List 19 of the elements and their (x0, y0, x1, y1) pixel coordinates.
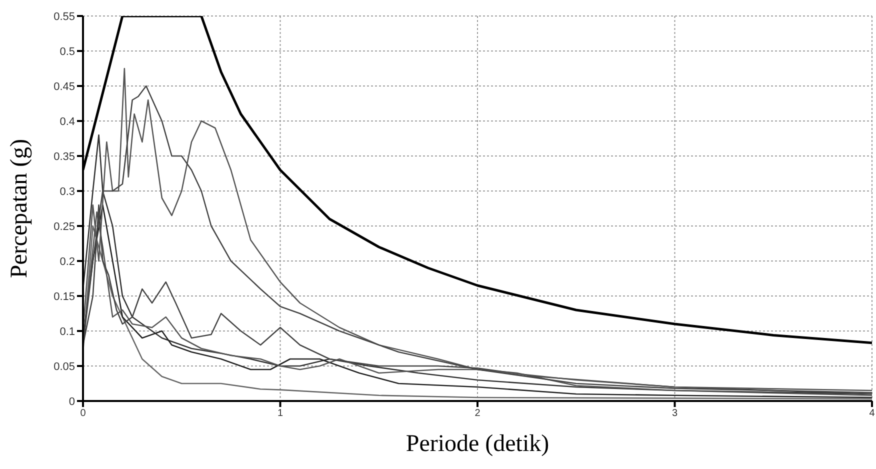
x-tick-label: 4 (869, 408, 876, 420)
y-tick-label: 0.15 (54, 290, 75, 303)
x-tick-label: 0 (80, 408, 86, 420)
y-tick-label: 0.05 (54, 360, 75, 373)
y-tick-label: 0.25 (54, 220, 75, 233)
y-tick-label: 0 (68, 396, 75, 408)
x-tick-label: 3 (672, 408, 678, 420)
x-tick-label: 1 (277, 408, 284, 420)
y-axis-title: Percepatan (g) (6, 138, 33, 278)
y-tick-label: 0.2 (60, 256, 75, 268)
y-tick-label: 0.1 (60, 326, 75, 338)
y-tick-label: 0.45 (54, 80, 75, 93)
y-tick-label: 0.4 (60, 116, 75, 128)
x-tick-label: 2 (474, 408, 481, 420)
x-axis-title: Periode (detik) (406, 431, 550, 457)
y-tick-label: 0.35 (54, 150, 75, 163)
y-tick-label: 0.5 (60, 46, 75, 58)
y-tick-label: 0.3 (60, 186, 75, 198)
y-tick-label: 0.55 (54, 10, 75, 23)
